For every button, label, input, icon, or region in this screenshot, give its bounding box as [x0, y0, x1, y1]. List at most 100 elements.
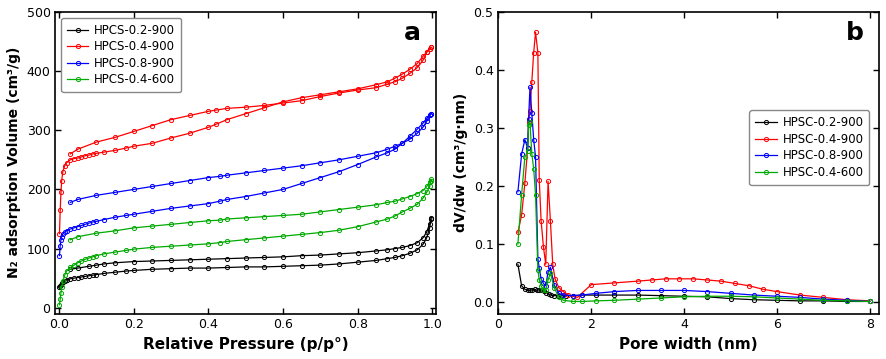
- HPSC-0.4-600: [530, 192, 540, 197]
- HPSC-0.8-900: [526, 111, 537, 116]
- HPSC-0.4-900: [540, 262, 551, 266]
- HPCS-0.2-900: [371, 258, 382, 262]
- HPCS-0.8-900: [417, 121, 428, 125]
- HPSC-0.4-900: [660, 277, 671, 281]
- HPCS-0.4-900: [412, 61, 423, 66]
- HPCS-0.2-900: [83, 274, 94, 278]
- HPSC-0.4-900: [545, 219, 556, 223]
- HPCS-0.8-900: [128, 212, 139, 216]
- HPSC-0.2-900: [865, 299, 875, 304]
- HPCS-0.4-900: [57, 178, 67, 183]
- HPSC-0.4-600: [726, 294, 736, 298]
- HPSC-0.4-600: [656, 296, 666, 300]
- HPSC-0.2-900: [536, 288, 547, 293]
- HPCS-0.4-900: [147, 141, 158, 145]
- Legend: HPCS-0.2-900, HPCS-0.4-900, HPCS-0.8-900, HPCS-0.4-600: HPCS-0.2-900, HPCS-0.4-900, HPCS-0.8-900…: [61, 18, 182, 92]
- HPCS-0.8-900: [214, 199, 225, 204]
- HPSC-0.4-900: [558, 289, 569, 294]
- HPCS-0.4-600: [371, 220, 382, 224]
- HPCS-0.8-900: [166, 206, 176, 210]
- HPCS-0.2-900: [382, 256, 392, 261]
- HPCS-0.4-900: [211, 122, 222, 126]
- HPCS-0.8-900: [73, 224, 83, 229]
- HPSC-0.2-900: [519, 287, 530, 292]
- HPSC-0.4-900: [530, 30, 540, 34]
- HPCS-0.8-900: [424, 113, 435, 117]
- HPCS-0.4-600: [80, 257, 90, 261]
- HPSC-0.8-900: [558, 293, 569, 297]
- HPCS-0.2-900: [222, 265, 232, 270]
- HPSC-0.2-900: [539, 289, 549, 293]
- HPSC-0.2-900: [546, 293, 556, 297]
- HPSC-0.2-900: [749, 298, 759, 302]
- HPCS-0.4-600: [315, 230, 326, 235]
- HPSC-0.8-900: [525, 85, 535, 89]
- HPSC-0.4-600: [528, 167, 539, 171]
- Y-axis label: dV/dw (cm³/g·nm): dV/dw (cm³/g·nm): [454, 93, 468, 232]
- HPSC-0.4-600: [795, 297, 805, 301]
- HPCS-0.8-900: [88, 220, 98, 224]
- HPSC-0.4-600: [865, 299, 875, 304]
- HPSC-0.2-900: [656, 294, 666, 298]
- Line: HPCS-0.4-600: HPCS-0.4-600: [58, 178, 433, 307]
- HPSC-0.4-900: [524, 120, 534, 124]
- X-axis label: Relative Pressure (p/p°): Relative Pressure (p/p°): [143, 337, 348, 352]
- HPCS-0.2-900: [424, 226, 435, 230]
- HPSC-0.4-900: [758, 287, 768, 292]
- HPSC-0.8-900: [517, 152, 527, 156]
- HPSC-0.4-600: [679, 295, 689, 299]
- HPCS-0.8-900: [259, 191, 269, 195]
- HPSC-0.4-900: [572, 295, 583, 299]
- HPCS-0.4-900: [417, 54, 428, 59]
- HPCS-0.4-600: [147, 245, 158, 250]
- HPSC-0.4-600: [818, 298, 828, 302]
- HPCS-0.4-600: [55, 297, 66, 301]
- HPSC-0.4-900: [772, 289, 782, 294]
- Legend: HPSC-0.2-900, HPSC-0.4-900, HPSC-0.8-900, HPSC-0.4-600: HPSC-0.2-900, HPSC-0.4-900, HPSC-0.8-900…: [750, 111, 869, 185]
- HPCS-0.2-900: [422, 236, 432, 240]
- HPSC-0.8-900: [530, 155, 540, 159]
- HPCS-0.4-900: [397, 72, 408, 76]
- HPSC-0.2-900: [529, 287, 540, 292]
- HPCS-0.8-900: [110, 215, 120, 219]
- HPSC-0.8-900: [591, 291, 602, 295]
- HPCS-0.4-900: [296, 95, 307, 100]
- HPSC-0.8-900: [528, 137, 539, 142]
- HPCS-0.4-600: [296, 232, 307, 237]
- HPCS-0.4-600: [76, 259, 87, 263]
- Text: a: a: [404, 21, 421, 45]
- HPSC-0.4-900: [519, 181, 530, 185]
- HPCS-0.8-900: [382, 150, 392, 155]
- HPCS-0.8-900: [55, 243, 66, 248]
- HPCS-0.8-900: [58, 232, 68, 236]
- HPSC-0.4-900: [610, 281, 620, 285]
- HPSC-0.8-900: [540, 284, 551, 288]
- HPCS-0.4-900: [371, 83, 382, 87]
- HPCS-0.8-900: [83, 221, 94, 225]
- HPSC-0.4-900: [563, 293, 573, 297]
- HPCS-0.4-900: [91, 151, 102, 155]
- HPSC-0.2-900: [543, 292, 554, 296]
- HPSC-0.4-600: [558, 298, 569, 302]
- HPSC-0.4-600: [545, 271, 556, 275]
- HPCS-0.2-900: [121, 269, 132, 273]
- HPSC-0.2-900: [726, 297, 736, 301]
- HPCS-0.4-600: [110, 250, 120, 254]
- HPCS-0.4-600: [412, 202, 423, 206]
- HPCS-0.8-900: [422, 116, 432, 121]
- HPCS-0.4-900: [59, 164, 70, 168]
- Line: HPSC-0.4-900: HPSC-0.4-900: [516, 30, 872, 303]
- HPCS-0.4-900: [73, 156, 83, 160]
- HPSC-0.8-900: [543, 270, 554, 274]
- HPCS-0.4-900: [76, 155, 87, 159]
- HPSC-0.4-600: [519, 155, 530, 159]
- HPSC-0.4-600: [577, 299, 587, 304]
- HPSC-0.4-600: [525, 120, 535, 124]
- HPCS-0.2-900: [426, 217, 437, 221]
- HPCS-0.8-900: [296, 181, 307, 186]
- HPSC-0.4-900: [818, 295, 828, 299]
- HPSC-0.4-900: [517, 213, 527, 217]
- HPCS-0.4-600: [397, 210, 408, 214]
- HPCS-0.4-600: [222, 239, 232, 244]
- HPCS-0.8-900: [240, 194, 251, 199]
